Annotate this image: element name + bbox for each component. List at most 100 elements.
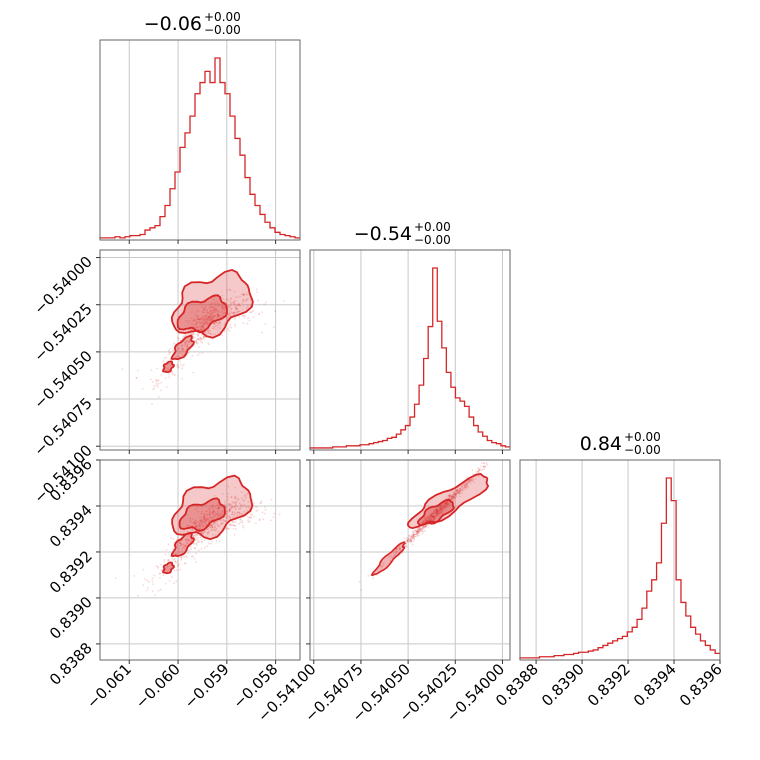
sample-point xyxy=(197,337,200,340)
sample-point xyxy=(210,302,213,305)
sample-point xyxy=(191,555,193,558)
sample-point xyxy=(204,515,206,517)
density-contour xyxy=(176,294,228,334)
sample-point xyxy=(259,502,262,505)
sample-point xyxy=(427,516,430,519)
sample-point xyxy=(183,341,186,344)
sample-point xyxy=(197,335,200,337)
sample-point xyxy=(200,321,203,324)
x-tick-label: 0.8394 xyxy=(630,660,680,710)
sample-point xyxy=(457,489,460,491)
sample-point xyxy=(205,321,208,324)
sample-point xyxy=(217,514,220,516)
sample-point xyxy=(174,560,177,563)
sample-point xyxy=(452,496,454,499)
sample-point xyxy=(447,503,450,506)
sample-point xyxy=(232,506,235,508)
sample-point xyxy=(211,333,214,336)
sample-point xyxy=(472,473,474,476)
sample-point xyxy=(205,517,208,519)
sample-point xyxy=(229,312,232,314)
x-tick-label: −0.061 xyxy=(83,660,135,712)
sample-point xyxy=(176,364,179,366)
sample-point xyxy=(156,384,159,387)
sample-point xyxy=(183,353,186,355)
sample-point xyxy=(207,527,210,530)
sample-point xyxy=(202,335,205,338)
x-tick-label: −0.059 xyxy=(181,660,233,712)
sample-point xyxy=(484,465,486,468)
sample-point xyxy=(181,349,184,351)
sample-point xyxy=(429,514,431,517)
sample-point xyxy=(201,323,204,326)
sample-point xyxy=(208,315,211,318)
sample-point xyxy=(433,518,435,521)
sample-point xyxy=(459,487,462,490)
sample-point xyxy=(207,517,210,520)
sample-point xyxy=(238,514,241,516)
sample-point xyxy=(234,325,237,328)
sample-point xyxy=(456,489,459,492)
sample-point xyxy=(215,520,218,523)
sample-point xyxy=(432,512,434,515)
sample-point xyxy=(240,503,242,506)
sample-point xyxy=(163,357,166,360)
sample-point xyxy=(270,519,272,522)
sample-point xyxy=(450,495,453,498)
sample-point xyxy=(409,537,412,540)
sample-point xyxy=(213,318,215,320)
sample-point xyxy=(425,519,428,521)
sample-point xyxy=(437,513,440,515)
sample-point xyxy=(425,525,427,527)
sample-point xyxy=(209,314,212,317)
sample-point xyxy=(425,519,428,522)
sample-point xyxy=(411,533,414,536)
sample-point xyxy=(450,495,453,498)
sample-point xyxy=(200,337,202,339)
sample-point xyxy=(432,518,435,521)
sample-point xyxy=(413,535,415,538)
sample-point xyxy=(208,520,210,522)
sample-point xyxy=(255,510,258,512)
sample-point xyxy=(164,553,167,556)
sample-point xyxy=(426,519,429,522)
sample-point xyxy=(214,523,217,525)
sample-point xyxy=(211,313,214,315)
sample-point xyxy=(439,511,441,513)
sample-point xyxy=(199,520,202,523)
sample-point xyxy=(437,512,440,515)
sample-point xyxy=(228,329,231,332)
sample-point xyxy=(435,509,437,512)
sample-point xyxy=(196,538,199,541)
sample-point xyxy=(405,542,408,545)
sample-point xyxy=(264,508,267,511)
sample-point xyxy=(207,517,209,520)
sample-point xyxy=(152,388,155,391)
sample-point xyxy=(201,311,204,314)
sample-point xyxy=(432,517,435,520)
sample-point xyxy=(255,522,257,525)
sample-point xyxy=(482,466,485,468)
sample-point xyxy=(446,506,449,508)
sample-point xyxy=(178,350,181,353)
sample-point xyxy=(198,328,201,331)
sample-point xyxy=(202,520,205,522)
sample-point xyxy=(206,513,209,516)
sample-point xyxy=(209,529,212,532)
sample-point xyxy=(217,314,220,317)
sample-point xyxy=(156,379,159,382)
sample-point xyxy=(238,508,240,511)
sample-point xyxy=(206,318,209,321)
sample-point xyxy=(421,530,424,533)
sample-point xyxy=(430,514,433,517)
sample-point xyxy=(202,532,204,535)
sample-point xyxy=(447,503,450,506)
sample-point xyxy=(495,454,497,456)
sample-point xyxy=(453,493,456,495)
sample-point xyxy=(413,533,415,536)
sample-point xyxy=(176,552,179,555)
sample-point xyxy=(245,507,248,509)
sample-point xyxy=(422,525,425,528)
sample-point xyxy=(208,512,211,514)
sample-point xyxy=(141,387,144,390)
